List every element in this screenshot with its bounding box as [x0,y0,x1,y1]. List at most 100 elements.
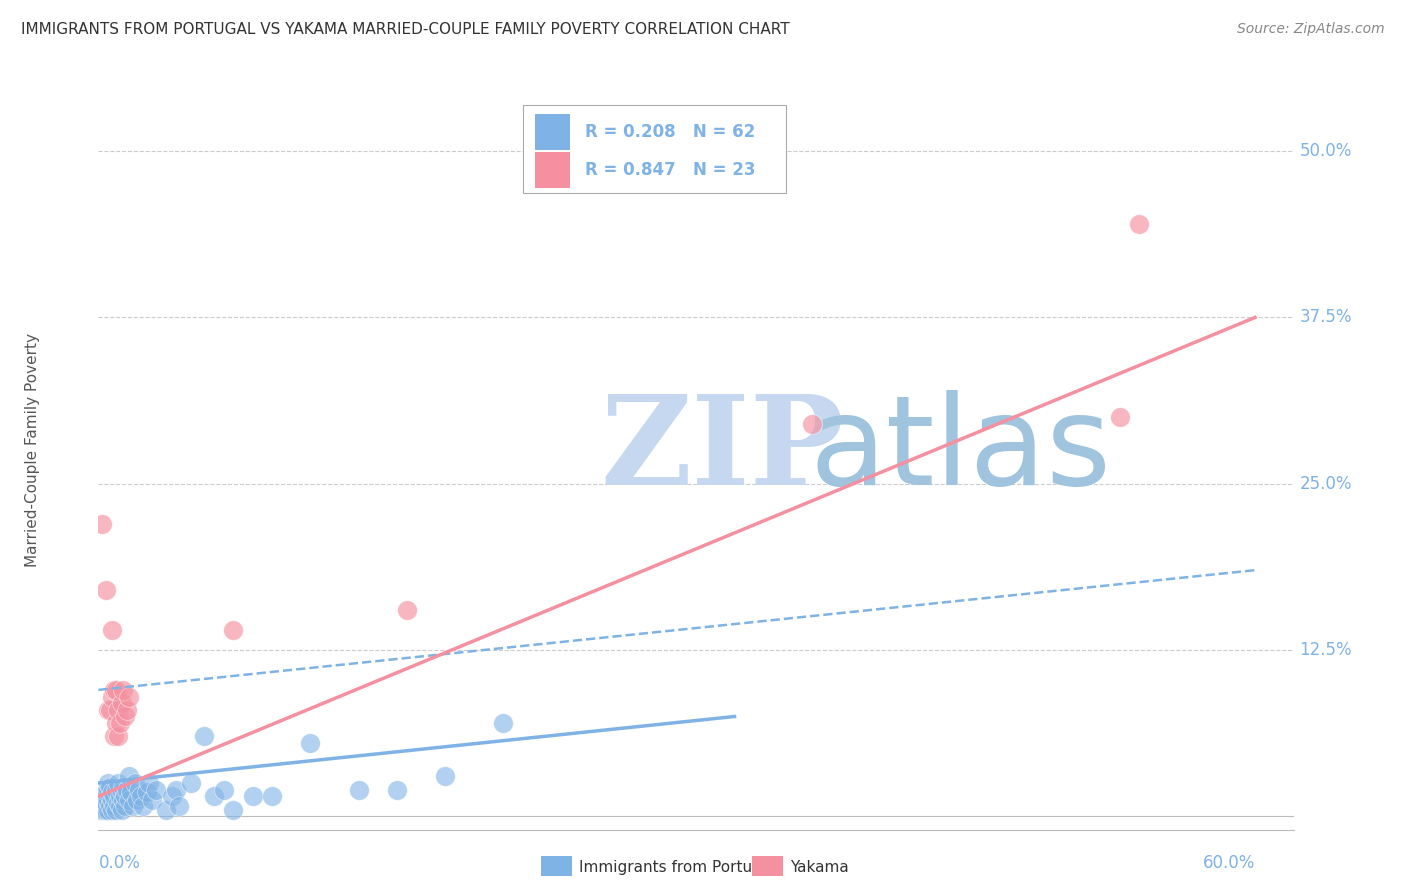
Point [112,793,135,807]
Point [135,785,157,799]
Point [212,782,235,797]
Point [97,776,120,790]
Point [1128,217,1150,231]
Point [260,789,283,804]
Point [94,796,117,810]
Point [242,789,264,804]
Point [114,789,136,804]
Point [101,785,124,799]
Text: 0.0%: 0.0% [98,854,141,871]
Point [104,782,127,797]
Point [434,769,457,783]
Point [107,730,129,744]
Point [97,782,120,797]
Point [107,703,129,717]
Text: Yakama: Yakama [790,860,849,874]
Point [299,736,322,750]
Point [108,798,131,813]
Point [222,623,245,637]
FancyBboxPatch shape [523,105,786,193]
Point [145,782,167,797]
FancyBboxPatch shape [534,152,571,188]
Point [104,716,127,731]
Point [385,782,409,797]
Point [98,703,121,717]
Point [118,690,141,704]
Point [110,803,132,817]
Point [94,583,117,598]
Point [108,716,131,731]
Point [101,793,124,807]
Point [103,682,125,697]
Point [193,730,215,744]
Point [347,782,370,797]
Point [114,798,136,813]
Point [107,776,129,790]
Point [124,776,146,790]
Point [129,789,152,804]
Point [110,785,132,799]
Point [91,798,114,813]
Text: R = 0.847   N = 23: R = 0.847 N = 23 [585,161,755,179]
Point [101,623,124,637]
Point [93,803,115,817]
Point [492,716,515,731]
Point [202,789,225,804]
Point [132,798,155,813]
Point [125,793,148,807]
Point [101,803,124,817]
Text: 60.0%: 60.0% [1202,854,1256,871]
Point [160,789,183,804]
Point [128,782,150,797]
Text: Married-Couple Family Poverty: Married-Couple Family Poverty [25,334,41,567]
Point [101,690,124,704]
Point [180,776,202,790]
Point [155,803,177,817]
Text: R = 0.208   N = 62: R = 0.208 N = 62 [585,123,755,141]
FancyBboxPatch shape [534,114,571,150]
Text: IMMIGRANTS FROM PORTUGAL VS YAKAMA MARRIED-COUPLE FAMILY POVERTY CORRELATION CHA: IMMIGRANTS FROM PORTUGAL VS YAKAMA MARRI… [21,22,790,37]
Point [104,682,127,697]
Point [112,780,135,794]
Point [1109,410,1132,425]
Point [112,682,135,697]
Point [98,780,121,794]
Point [395,603,418,617]
Point [110,696,132,710]
Text: Source: ZipAtlas.com: Source: ZipAtlas.com [1237,22,1385,37]
Point [97,793,120,807]
Point [222,803,245,817]
Point [117,782,139,797]
Text: 50.0%: 50.0% [1299,142,1351,161]
Point [91,789,114,804]
Point [169,798,191,813]
Text: 25.0%: 25.0% [1299,475,1351,492]
Point [107,796,129,810]
Point [118,793,141,807]
Point [108,789,131,804]
Point [98,789,121,804]
Point [138,776,160,790]
Point [103,789,125,804]
Text: Immigrants from Portugal: Immigrants from Portugal [579,860,776,874]
Point [118,769,141,783]
Text: 37.5%: 37.5% [1299,309,1351,326]
Text: atlas: atlas [810,390,1112,511]
Point [94,803,117,817]
Point [104,803,127,817]
Point [165,782,187,797]
Point [97,703,120,717]
Point [800,417,823,431]
Text: ZIP: ZIP [600,390,844,511]
Point [122,798,145,813]
Text: 12.5%: 12.5% [1299,641,1353,659]
Point [97,803,120,817]
Point [89,803,111,817]
Point [114,709,136,723]
Point [93,793,115,807]
Point [120,785,142,799]
Point [141,793,163,807]
Point [94,785,117,799]
Point [103,798,125,813]
Point [91,516,114,531]
